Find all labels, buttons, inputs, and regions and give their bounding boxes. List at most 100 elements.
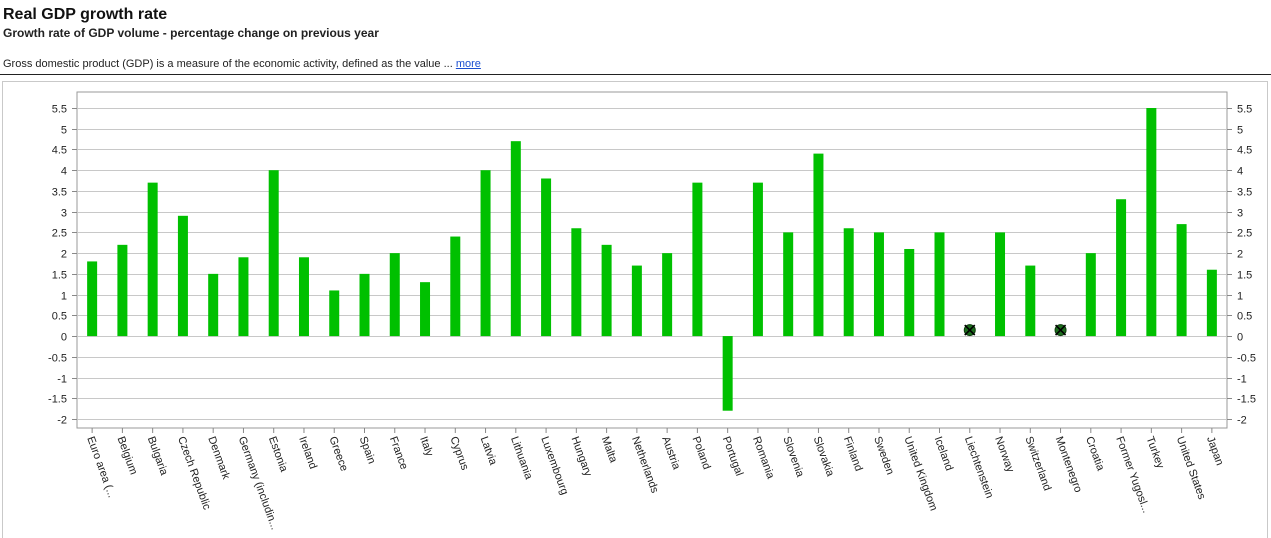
page-subtitle: Growth rate of GDP volume - percentage c…	[3, 26, 379, 40]
bar-26	[873, 232, 884, 337]
x-tick-label: Slovenia	[780, 435, 806, 480]
bar-6	[268, 170, 279, 337]
y-tick-label-right: 4	[1237, 166, 1243, 178]
x-tick-label: Luxembourg	[538, 435, 570, 497]
x-tick-label: Norway	[992, 435, 1016, 475]
bar-27	[904, 248, 915, 337]
y-tick-label-right: 5	[1237, 125, 1243, 137]
y-tick-label-right: 0	[1237, 332, 1243, 344]
x-tick-label: Iceland	[932, 435, 955, 472]
y-tick-label-right: 2	[1237, 249, 1243, 261]
bar-8	[329, 290, 340, 337]
bar-1	[117, 244, 128, 337]
x-tick-label: Former Yugosl...	[1113, 435, 1152, 515]
y-tick-label-left: 5	[61, 125, 67, 137]
bar-4	[208, 273, 219, 337]
y-tick-label-left: -1	[57, 374, 67, 386]
y-tick-label-left: 4.5	[52, 145, 67, 157]
y-tick-label-left: 0	[61, 332, 67, 344]
x-tick-label: Switzerland	[1022, 435, 1053, 493]
x-tick-label: Belgium	[115, 435, 140, 476]
y-tick-label-right: 0.5	[1237, 311, 1252, 323]
y-tick-label-left: -1.5	[48, 394, 67, 406]
x-tick-label: Lithuania	[508, 435, 535, 482]
header-divider	[0, 74, 1271, 75]
x-tick-label: Sweden	[871, 435, 896, 476]
x-tick-label: Poland	[690, 435, 713, 471]
y-tick-label-left: 5.5	[52, 104, 67, 116]
bar-28	[934, 232, 945, 337]
bar-11	[420, 282, 431, 337]
y-tick-label-left: 1.5	[52, 270, 67, 282]
bar-16	[571, 228, 582, 337]
missing-value-marker	[963, 324, 976, 337]
bar-15	[541, 178, 552, 337]
y-tick-label-right: -1.5	[1237, 394, 1256, 406]
bar-37	[1206, 269, 1217, 337]
bar-3	[177, 215, 188, 337]
bar-7	[298, 257, 309, 337]
y-tick-label-right: 1	[1237, 291, 1243, 303]
x-tick-label: Malta	[599, 435, 620, 465]
y-tick-label-left: 2	[61, 249, 67, 261]
y-tick-label-left: 4	[61, 166, 67, 178]
bar-19	[662, 253, 673, 337]
y-tick-label-right: 1.5	[1237, 270, 1252, 282]
missing-value-marker	[1054, 324, 1067, 337]
x-tick-label: United Kingdom	[901, 435, 939, 513]
x-tick-label: Montenegro	[1053, 435, 1084, 494]
y-tick-label-right: -0.5	[1237, 353, 1256, 365]
y-tick-label-right: 3.5	[1237, 187, 1252, 199]
x-tick-label: Romania	[750, 435, 777, 481]
y-tick-label-left: 3.5	[52, 187, 67, 199]
bar-33	[1085, 253, 1096, 337]
bar-30	[995, 232, 1006, 337]
x-tick-label: Estonia	[266, 435, 290, 474]
bar-35	[1146, 108, 1157, 337]
x-tick-label: Czech Republic	[175, 435, 213, 512]
y-tick-label-left: 1	[61, 291, 67, 303]
bar-5	[238, 257, 249, 337]
y-tick-label-right: 4.5	[1237, 145, 1252, 157]
bar-2	[147, 182, 158, 337]
bar-9	[359, 273, 370, 337]
page-title: Real GDP growth rate	[3, 6, 168, 23]
y-tick-label-left: 2.5	[52, 228, 67, 240]
x-tick-label: Turkey	[1144, 435, 1167, 471]
plot-area-border	[76, 91, 1228, 429]
x-tick-label: Croatia	[1083, 435, 1107, 473]
x-tick-label: Ireland	[296, 435, 319, 471]
x-tick-label: Slovakia	[811, 435, 837, 479]
bar-12	[450, 236, 461, 337]
bar-23	[783, 232, 794, 337]
description-text: Gross domestic product (GDP) is a measur…	[3, 58, 453, 70]
indicator-description: Gross domestic product (GDP) is a measur…	[3, 58, 481, 70]
bar-31	[1025, 265, 1036, 337]
x-tick-label: Denmark	[205, 435, 232, 482]
x-tick-label: Spain	[357, 435, 378, 466]
bar-22	[752, 182, 763, 337]
x-tick-label: Bulgaria	[145, 435, 170, 478]
x-tick-label: Portugal	[720, 435, 745, 478]
bar-20	[692, 182, 703, 337]
x-tick-label: Euro area (...	[84, 435, 117, 499]
bar-18	[631, 265, 642, 337]
y-tick-label-right: 5.5	[1237, 104, 1252, 116]
x-tick-label: Italy	[417, 435, 435, 459]
y-tick-label-right: -1	[1237, 374, 1247, 386]
y-tick-label-right: 3	[1237, 208, 1243, 220]
x-tick-label: Greece	[326, 435, 350, 473]
bar-10	[389, 253, 400, 337]
x-tick-label: Latvia	[478, 435, 500, 468]
more-link[interactable]: more	[455, 58, 481, 70]
bar-21	[722, 336, 733, 411]
bar-36	[1176, 224, 1187, 337]
y-tick-label-left: 3	[61, 208, 67, 220]
y-tick-label-right: 2.5	[1237, 228, 1252, 240]
bar-13	[480, 170, 491, 337]
bar-24	[813, 153, 824, 337]
y-tick-label-left: -2	[57, 415, 67, 427]
bar-14	[510, 141, 521, 337]
x-tick-label: Netherlands	[629, 435, 661, 495]
